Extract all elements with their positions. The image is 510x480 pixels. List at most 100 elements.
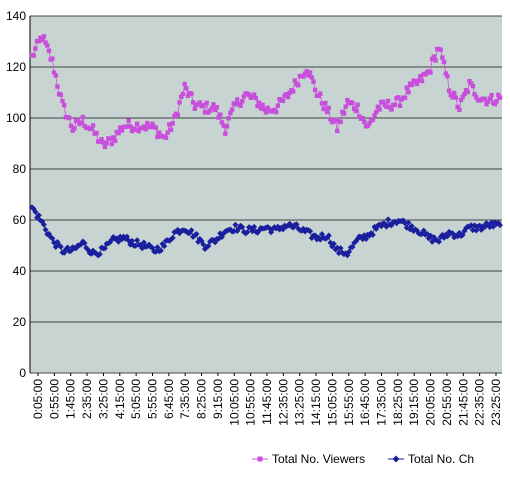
x-tick-label: 15:05:00	[325, 379, 339, 426]
data-point	[218, 112, 223, 117]
x-tick-label: 2:35:00	[80, 379, 94, 419]
data-point	[93, 250, 100, 257]
data-point	[360, 115, 365, 121]
data-point	[81, 240, 88, 247]
x-tick-label: 20:55:00	[440, 379, 454, 426]
data-point	[413, 79, 418, 84]
data-point	[128, 124, 133, 129]
data-point	[345, 97, 350, 103]
data-point	[78, 120, 84, 125]
data-point	[211, 102, 216, 107]
data-point	[262, 107, 267, 112]
data-point	[457, 107, 462, 112]
data-point	[188, 227, 195, 234]
data-point	[380, 99, 386, 104]
legend: Total No. Viewers Total No. Ch	[252, 452, 474, 466]
data-point	[226, 116, 231, 121]
data-point	[197, 100, 203, 105]
data-point	[163, 135, 169, 140]
data-point	[43, 40, 48, 45]
data-point	[265, 105, 270, 111]
x-tick-label: 0:05:00	[31, 379, 45, 419]
x-tick-label: 22:35:00	[473, 379, 487, 426]
x-tick-label: 20:05:00	[424, 379, 438, 426]
data-point	[35, 212, 42, 219]
data-point	[435, 238, 442, 245]
data-point	[260, 102, 265, 108]
data-point	[33, 46, 38, 51]
data-point	[99, 137, 104, 142]
data-point	[292, 78, 298, 83]
data-point	[328, 117, 333, 122]
data-point	[32, 208, 39, 215]
data-point	[450, 95, 455, 100]
y-tick-label: 100	[6, 111, 26, 125]
data-point	[396, 95, 401, 100]
data-point	[497, 95, 503, 100]
data-point	[484, 102, 489, 107]
data-point	[406, 90, 411, 95]
data-point	[438, 47, 443, 52]
data-point	[433, 58, 438, 63]
data-point	[169, 234, 176, 241]
data-point	[102, 144, 108, 150]
data-point	[168, 127, 174, 133]
data-point	[155, 134, 160, 140]
data-point	[134, 237, 141, 244]
data-point	[219, 120, 225, 125]
series-total-no-viewers	[29, 34, 503, 150]
data-point	[133, 127, 138, 132]
data-point	[51, 70, 57, 75]
data-point	[251, 223, 258, 230]
data-point	[309, 75, 314, 80]
legend-square-marker-icon	[257, 456, 263, 462]
data-point	[55, 84, 60, 89]
data-point	[494, 99, 499, 104]
data-point	[448, 92, 454, 98]
data-point	[38, 35, 43, 41]
data-point	[370, 117, 376, 122]
data-point	[319, 101, 325, 106]
data-point	[321, 106, 326, 112]
data-point	[116, 130, 121, 136]
data-point	[50, 56, 55, 61]
data-point	[470, 83, 476, 89]
data-point	[385, 216, 392, 223]
data-point	[182, 81, 187, 87]
x-tick-label: 8:25:00	[195, 379, 209, 419]
data-point	[156, 130, 162, 135]
data-point	[409, 82, 415, 88]
data-point	[101, 140, 106, 145]
data-point	[124, 124, 130, 129]
data-point	[335, 250, 342, 257]
data-point	[239, 224, 246, 231]
x-tick-label: 21:45:00	[456, 379, 470, 426]
data-point	[487, 96, 493, 101]
legend-label: Total No. Viewers	[272, 452, 365, 466]
data-point	[453, 95, 459, 100]
data-point	[369, 231, 376, 238]
data-point	[353, 108, 359, 114]
data-point	[193, 231, 200, 238]
data-point	[46, 48, 52, 53]
data-point	[148, 124, 153, 130]
data-point	[372, 113, 377, 118]
data-point	[39, 37, 45, 43]
data-point	[374, 109, 379, 115]
data-point	[249, 228, 256, 235]
data-point	[184, 86, 189, 91]
data-point	[468, 81, 474, 86]
data-point	[241, 94, 247, 99]
data-point	[404, 85, 409, 90]
data-point	[444, 233, 451, 240]
data-point	[140, 239, 147, 246]
data-point	[258, 106, 264, 111]
data-point	[238, 103, 243, 108]
data-point	[90, 123, 96, 128]
data-point	[205, 242, 212, 249]
grid-lines	[30, 15, 502, 374]
data-point	[246, 92, 252, 98]
data-point	[53, 73, 58, 78]
data-point	[141, 124, 147, 129]
